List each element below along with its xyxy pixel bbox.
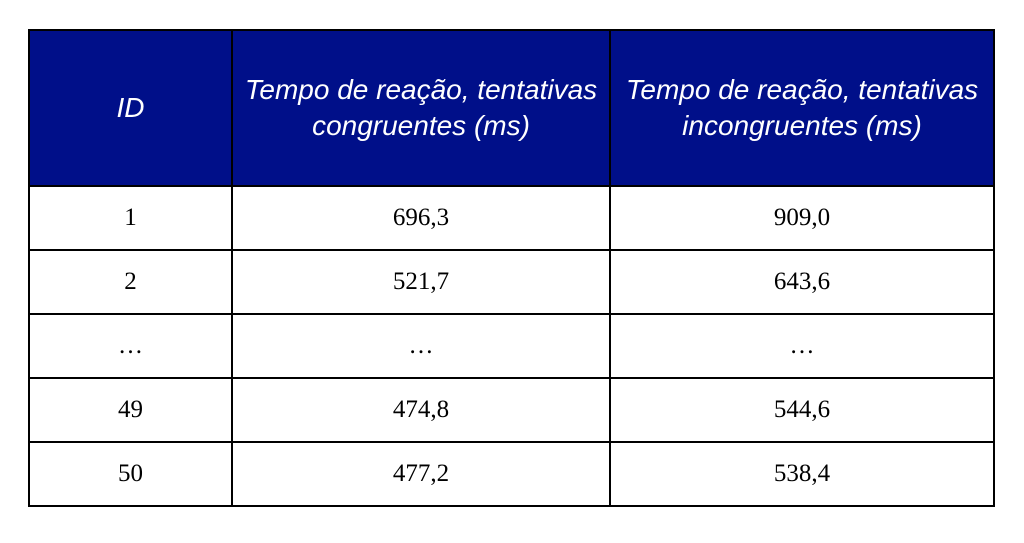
cell-incongruent: 538,4 [609,441,995,507]
cell-congruent: 696,3 [231,185,611,251]
cell-congruent: 474,8 [231,377,611,443]
cell-incongruent: 909,0 [609,185,995,251]
column-header-id: ID [28,29,233,187]
cell-incongruent: … [609,313,995,379]
table-row: 50 477,2 538,4 [28,441,995,507]
cell-id: 50 [28,441,233,507]
table-row: 49 474,8 544,6 [28,377,995,443]
cell-congruent: … [231,313,611,379]
cell-congruent: 477,2 [231,441,611,507]
cell-id: … [28,313,233,379]
table-row: 2 521,7 643,6 [28,249,995,315]
column-header-congruent: Tempo de reação, tentativas congruentes … [231,29,611,187]
cell-incongruent: 643,6 [609,249,995,315]
reaction-time-table: ID Tempo de reação, tentativas congruent… [28,29,995,507]
cell-congruent: 521,7 [231,249,611,315]
table-header-row: ID Tempo de reação, tentativas congruent… [28,29,995,187]
table-row: 1 696,3 909,0 [28,185,995,251]
column-header-incongruent: Tempo de reação, tentativas incongruente… [609,29,995,187]
cell-incongruent: 544,6 [609,377,995,443]
cell-id: 49 [28,377,233,443]
cell-id: 1 [28,185,233,251]
cell-id: 2 [28,249,233,315]
table-row-ellipsis: … … … [28,313,995,379]
